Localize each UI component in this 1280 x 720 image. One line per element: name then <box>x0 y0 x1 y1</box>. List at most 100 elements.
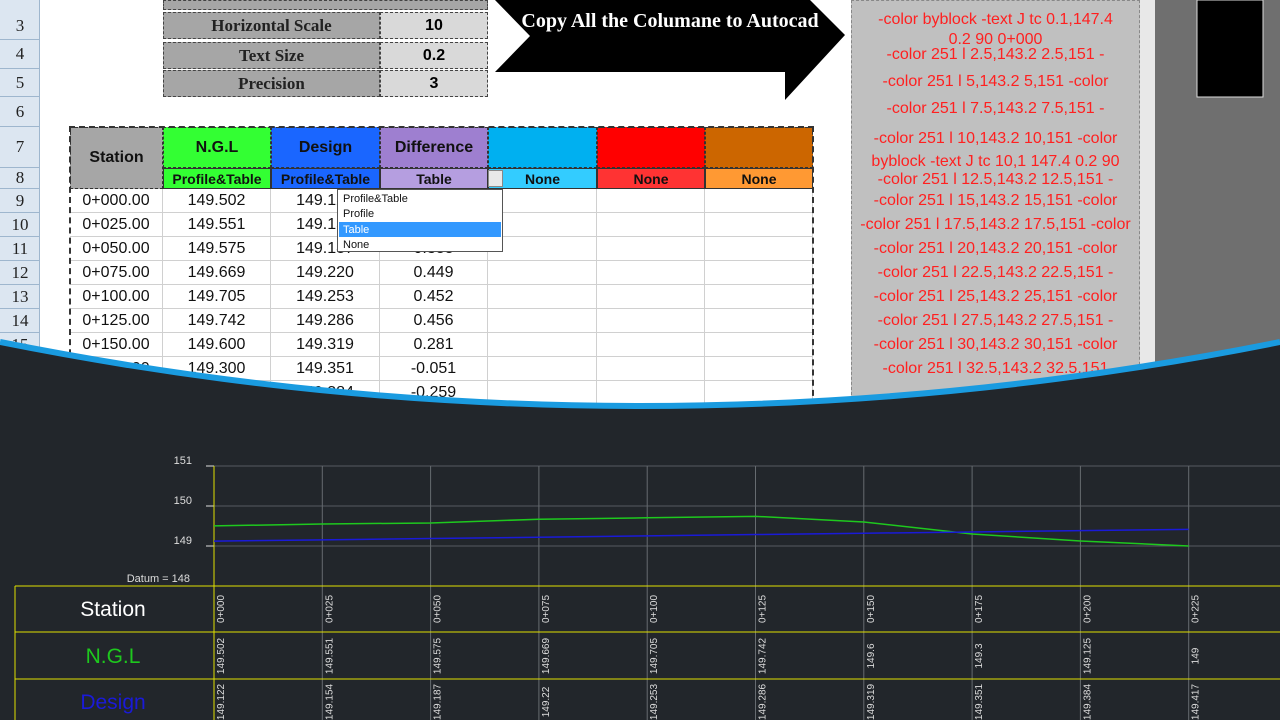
data-cell <box>705 285 813 309</box>
data-cell: 0.456 <box>380 309 488 333</box>
profile-line <box>213 515 1189 547</box>
command-text: -color 251 l 12.5,143.2 12.5,151 - <box>877 171 1114 188</box>
header-cell: Difference <box>380 127 488 168</box>
header-cell: Station <box>70 127 163 189</box>
row-number: 5 <box>0 69 40 97</box>
banner-text: Copy All the Columane to Autocad <box>521 10 819 32</box>
dropdown-list <box>337 189 503 252</box>
y-tick-label: 150 <box>174 495 192 507</box>
data-cell <box>597 333 705 357</box>
row-number: 10 <box>0 213 40 237</box>
divider-curve <box>0 339 1280 409</box>
dropdown-item[interactable]: Table <box>339 222 501 237</box>
value-label: 149.3 <box>974 643 985 668</box>
data-cell: 0+075.00 <box>70 261 163 285</box>
data-cell <box>705 261 813 285</box>
data-cell: 149.351 <box>271 357 380 381</box>
data-cell: 149.600 <box>163 333 271 357</box>
row-number: 7 <box>0 127 40 168</box>
data-cell <box>597 357 705 381</box>
command-column <box>851 0 1140 400</box>
header-cell: Design <box>271 127 380 168</box>
profile-row-label: N.G.L <box>86 645 141 668</box>
data-cell: 0+050.00 <box>70 237 163 261</box>
data-cell: 0+000.00 <box>70 189 163 213</box>
station-label: 0+050 <box>433 595 444 624</box>
data-cell: 149.286 <box>271 309 380 333</box>
command-text: -color 251 l 22.5,143.2 22.5,151 - <box>877 264 1114 281</box>
value-label: 149.575 <box>433 637 444 674</box>
data-cell <box>597 213 705 237</box>
data-cell <box>488 309 597 333</box>
value-label: 149.253 <box>649 683 660 720</box>
data-cell <box>705 309 813 333</box>
value-label: 149.742 <box>758 637 769 674</box>
command-text: -color 251 l 20,143.2 20,151 -color <box>873 240 1118 257</box>
settings-partial <box>163 0 488 10</box>
row-number: 14 <box>0 309 40 333</box>
data-cell <box>705 333 813 357</box>
value-label: 149.705 <box>649 637 660 674</box>
station-label: 0+100 <box>649 595 660 624</box>
y-tick-label: 149 <box>174 535 192 547</box>
station-label: 0+125 <box>758 595 769 624</box>
data-cell <box>488 333 597 357</box>
y-tick-label: 151 <box>174 455 192 467</box>
row-number: 13 <box>0 285 40 309</box>
setting-label: Text Size <box>163 42 380 69</box>
mode-cell: Profile&Table <box>271 168 380 189</box>
station-label: 0+150 <box>866 595 877 624</box>
row-number: 12 <box>0 261 40 285</box>
command-text: 0.2 90 0+000 <box>948 31 1043 48</box>
dropdown-item[interactable]: Profile <box>343 208 375 220</box>
data-cell: 149.705 <box>163 285 271 309</box>
data-cell: 149.742 <box>163 309 271 333</box>
data-cell <box>597 237 705 261</box>
station-label: 0+075 <box>541 595 552 624</box>
mode-cell: None <box>488 168 597 189</box>
value-label: 149.22 <box>541 686 552 717</box>
data-cell: 149.220 <box>271 261 380 285</box>
dropdown-item[interactable]: None <box>343 239 370 251</box>
setting-label: Horizontal Scale <box>163 12 380 39</box>
command-text: -color byblock -text J tc 0.1,147.4 <box>878 11 1113 28</box>
setting-value: 3 <box>380 70 488 97</box>
value-label: 149.286 <box>758 683 769 720</box>
data-cell <box>488 189 597 213</box>
data-cell: 149.551 <box>163 213 271 237</box>
gap <box>1140 0 1155 400</box>
data-cell <box>488 285 597 309</box>
command-text: -color 251 l 2.5,143.2 2.5,151 - <box>886 46 1105 63</box>
mode-cell: None <box>597 168 705 189</box>
cad-background <box>0 342 1280 720</box>
data-cell <box>488 261 597 285</box>
setting-value: 0.2 <box>380 42 488 69</box>
data-cell: 149.502 <box>163 189 271 213</box>
header-cell <box>597 127 705 168</box>
row-number: 3 <box>0 12 40 40</box>
data-cell: 0+100.00 <box>70 285 163 309</box>
value-label: 149.319 <box>866 683 877 720</box>
data-cell: 0.452 <box>380 285 488 309</box>
data-cell <box>597 189 705 213</box>
data-cell <box>597 261 705 285</box>
data-cell <box>488 237 597 261</box>
mode-cell: Table <box>380 168 488 189</box>
data-cell <box>488 357 597 381</box>
dropdown-item[interactable]: Profile&Table <box>343 192 408 205</box>
dropdown-button[interactable] <box>488 170 503 187</box>
command-text: -color 251 l 32.5,143.2 32.5,151 <box>882 360 1109 377</box>
value-label: 149.187 <box>433 683 444 720</box>
command-text: -color 251 l 10,143.2 10,151 -color <box>873 130 1118 147</box>
value-label: 149.551 <box>324 637 335 674</box>
data-cell: 149.253 <box>271 285 380 309</box>
data-cell: 149.575 <box>163 237 271 261</box>
data-cell <box>705 237 813 261</box>
value-label: 149 <box>1191 647 1202 664</box>
value-label: 149.122 <box>216 683 227 720</box>
setting-value: 10 <box>380 12 488 39</box>
command-text: -color 251 l 7.5,143.2 7.5,151 - <box>886 100 1105 117</box>
profile-row-label: Station <box>80 598 145 621</box>
